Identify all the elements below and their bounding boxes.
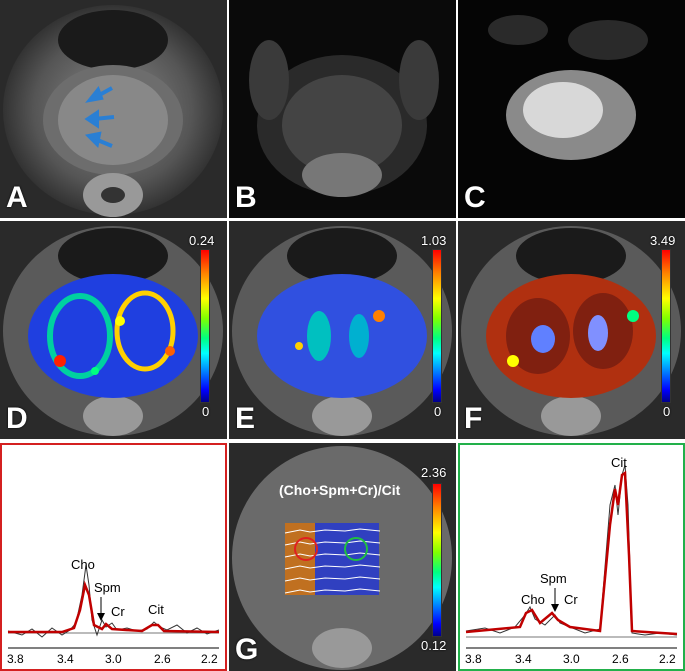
x-tick: 3.0: [105, 652, 122, 666]
panel-b: B: [229, 0, 456, 218]
panel-c: C: [458, 0, 685, 218]
mri-image-b: [229, 0, 456, 218]
colorbar-max: 3.49: [650, 233, 676, 248]
mri-image-c: [458, 0, 685, 218]
colorbar-max: 0.24: [189, 233, 215, 248]
colorbar-min: 0: [434, 404, 442, 419]
mri-overlay-e: [229, 221, 456, 439]
peak-label-cho: Cho: [521, 592, 545, 607]
panel-e: 1.03 0 E: [229, 221, 456, 439]
panel-g: (Cho+Spm+Cr)/Cit 2.36 0.12 G: [229, 443, 456, 671]
mri-image-a: [0, 0, 227, 218]
panel-label: C: [464, 181, 486, 214]
colorbar-max: 2.36: [421, 465, 447, 480]
colorbar: [200, 249, 210, 403]
colorbar: [661, 249, 671, 403]
panel-label: D: [6, 402, 28, 435]
peak-label-cho: Cho: [71, 557, 95, 572]
panel-label: B: [235, 181, 257, 214]
peak-label-cr: Cr: [111, 604, 125, 619]
mri-overlay-d: [0, 221, 227, 439]
x-tick: 2.2: [659, 652, 676, 666]
voxel-marker-green: [344, 537, 368, 561]
panel-label: E: [235, 402, 256, 435]
x-tick: 3.0: [563, 652, 580, 666]
mri-overlay-f: [458, 221, 685, 439]
x-tick: 2.2: [201, 652, 218, 666]
peak-label-spm: Spm: [540, 571, 567, 586]
x-tick: 2.6: [612, 652, 629, 666]
colorbar-min: 0: [663, 404, 671, 419]
spectrum-left-plot: Cho Spm Cr Cit 3.8 3.4 3.0 2.6 2.2: [7, 557, 220, 666]
panel-label: G: [235, 633, 259, 666]
x-tick: 3.8: [465, 652, 482, 666]
peak-label-cit: Cit: [611, 455, 627, 470]
colorbar: [432, 249, 442, 403]
voxel-marker-red: [294, 537, 318, 561]
x-tick: 3.4: [57, 652, 74, 666]
panel-a: A: [0, 0, 227, 218]
x-tick: 3.8: [7, 652, 24, 666]
arrow-icon: [84, 86, 115, 149]
panel-d: 0.24 0 D: [0, 221, 227, 439]
panel-label: A: [6, 181, 28, 214]
colorbar-min: 0: [202, 404, 210, 419]
spectrum-right-panel: Cit Spm Cho Cr 3.8 3.4 3.0 2.6 2.2: [458, 443, 685, 671]
spectrum-right-plot: Cit Spm Cho Cr 3.8 3.4 3.0 2.6 2.2: [465, 455, 678, 666]
spectrum-left-panel: Cho Spm Cr Cit 3.8 3.4 3.0 2.6 2.2: [0, 443, 227, 671]
peak-label-cr: Cr: [564, 592, 578, 607]
colorbar-max: 1.03: [421, 233, 447, 248]
mri-overlay-g: [229, 443, 456, 671]
peak-label-spm: Spm: [94, 580, 121, 595]
map-title: (Cho+Spm+Cr)/Cit: [279, 482, 401, 498]
panel-label: F: [464, 402, 483, 435]
x-tick: 2.6: [154, 652, 171, 666]
colorbar: [432, 483, 442, 637]
panel-f: 3.49 0 F: [458, 221, 685, 439]
x-tick: 3.4: [515, 652, 532, 666]
peak-label-cit: Cit: [148, 602, 164, 617]
colorbar-min: 0.12: [421, 638, 447, 653]
